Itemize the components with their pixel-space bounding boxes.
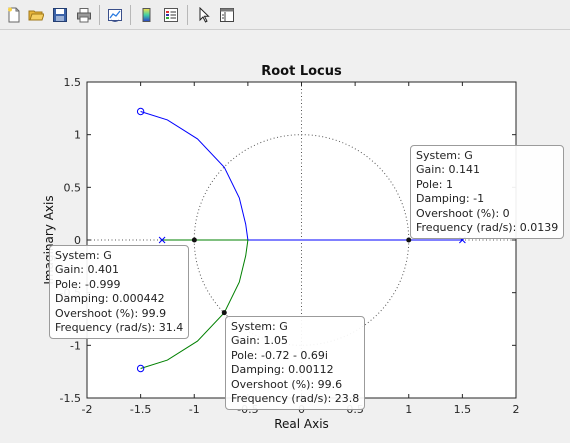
toolbar-separator <box>99 5 100 25</box>
datatip-cursor <box>191 237 197 243</box>
save-figure-icon[interactable] <box>49 4 71 26</box>
x-tick-label: 1 <box>405 403 412 416</box>
x-tick-label: -2 <box>82 403 93 416</box>
insert-colorbar-icon[interactable] <box>136 4 158 26</box>
datatip-line: Damping: -1 <box>416 192 485 206</box>
datatip-line: Overshoot (%): 99.6 <box>231 377 343 391</box>
pole-marker <box>158 236 166 244</box>
y-tick-label: -1 <box>70 339 81 352</box>
datatip-line: Gain: 0.401 <box>55 263 119 277</box>
y-tick-label: 1.5 <box>64 76 82 89</box>
datatip-line: Overshoot (%): 0 <box>416 206 510 220</box>
datatip-line: Overshoot (%): 99.9 <box>55 306 167 320</box>
datatip-line: Gain: 1.05 <box>231 334 288 348</box>
datatip-line: Damping: 0.00112 <box>231 363 334 377</box>
figure-toolbar <box>0 0 570 30</box>
datatip-line: Gain: 0.141 <box>416 163 480 177</box>
axis-labels: Root Locus Real Axis Imaginary Axis <box>42 64 342 431</box>
new-figure-icon[interactable] <box>3 4 25 26</box>
datatip-line: Pole: 1 <box>416 177 453 191</box>
datatip-cursor <box>221 310 227 316</box>
y-tick-label: 1 <box>74 129 81 142</box>
datatip-line: Damping: 0.000442 <box>55 292 165 306</box>
x-tick-label: 1.5 <box>454 403 472 416</box>
datatip-pole-complex[interactable]: System: G Gain: 1.05 Pole: -0.72 - 0.69i… <box>225 316 366 411</box>
x-tick-label: -1.5 <box>130 403 151 416</box>
x-axis-label: Real Axis <box>274 417 329 431</box>
datatip-cursor <box>406 237 412 243</box>
zero-marker <box>136 364 145 373</box>
edit-plot-icon[interactable] <box>193 4 215 26</box>
y-tick-label: 0 <box>74 234 81 247</box>
zero-marker <box>136 107 145 116</box>
datatip-line: System: G <box>55 249 112 262</box>
y-tick-label: 0.5 <box>64 181 82 194</box>
property-inspector-icon[interactable] <box>216 4 238 26</box>
x-tick-label: -1 <box>189 403 200 416</box>
print-figure-icon[interactable] <box>73 4 95 26</box>
chart-title: Root Locus <box>261 64 342 79</box>
x-tick-label: 2 <box>513 403 520 416</box>
datatip-pole-minus-0999[interactable]: System: G Gain: 0.401 Pole: -0.999 Dampi… <box>49 245 190 340</box>
insert-legend-icon[interactable] <box>160 4 182 26</box>
datatip-line: Frequency (rad/s): 23.8 <box>231 392 360 406</box>
link-plot-icon[interactable] <box>104 4 126 26</box>
datatip-line: Pole: -0.72 - 0.69i <box>231 348 328 362</box>
datatip-line: Frequency (rad/s): 0.0139 <box>416 221 559 235</box>
datatip-line: System: G <box>416 149 473 162</box>
datatip-line: System: G <box>231 320 288 333</box>
toolbar-separator <box>130 5 131 25</box>
locus-branch-0 <box>140 111 249 241</box>
open-file-icon[interactable] <box>25 4 47 26</box>
datatip-line: Frequency (rad/s): 31.4 <box>55 321 184 335</box>
datatip-pole-1[interactable]: System: G Gain: 0.141 Pole: 1 Damping: -… <box>410 145 565 240</box>
y-tick-label: -1.5 <box>60 392 81 405</box>
datatip-line: Pole: -0.999 <box>55 277 121 291</box>
toolbar-separator <box>187 5 188 25</box>
